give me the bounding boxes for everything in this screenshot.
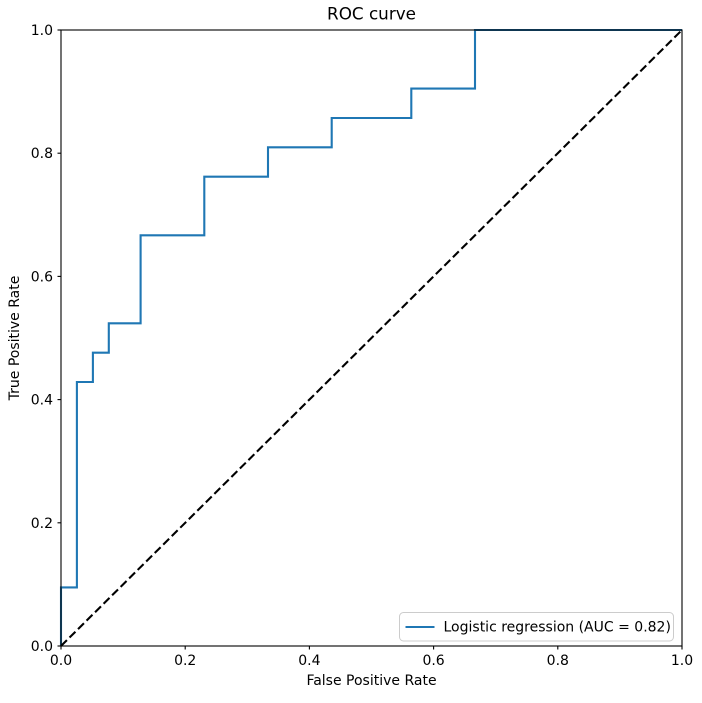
x-tick-label: 0.0	[50, 653, 72, 669]
x-tick-label: 0.6	[422, 653, 444, 669]
x-axis-label: False Positive Rate	[306, 673, 436, 689]
y-tick-label: 0.2	[31, 516, 53, 532]
chance-diagonal-line	[60, 29, 683, 647]
axes-border	[60, 29, 683, 647]
y-tick-label: 1.0	[31, 23, 53, 39]
chart-title: ROC curve	[327, 4, 416, 24]
x-tick-label: 0.2	[174, 653, 196, 669]
y-tick-label: 0.6	[31, 269, 53, 285]
legend-label: Logistic regression (AUC = 0.82)	[444, 620, 671, 636]
roc-curve-line	[59, 28, 682, 646]
y-tick-label: 0.0	[31, 639, 53, 655]
y-tick-label: 0.4	[31, 393, 53, 409]
x-tick-label: 0.8	[547, 653, 569, 669]
x-axis-ticks: 0.0 0.2 0.4 0.6 0.8 1.0	[50, 646, 693, 669]
legend-box	[399, 612, 674, 642]
y-axis-label: True Positive Rate	[7, 276, 23, 402]
x-tick-label: 0.4	[298, 653, 320, 669]
x-tick-label: 1.0	[671, 653, 693, 669]
legend: Logistic regression (AUC = 0.82)	[399, 612, 674, 642]
y-tick-label: 0.8	[31, 146, 53, 162]
y-axis-ticks: 0.0 0.2 0.4 0.6 0.8 1.0	[31, 23, 61, 655]
